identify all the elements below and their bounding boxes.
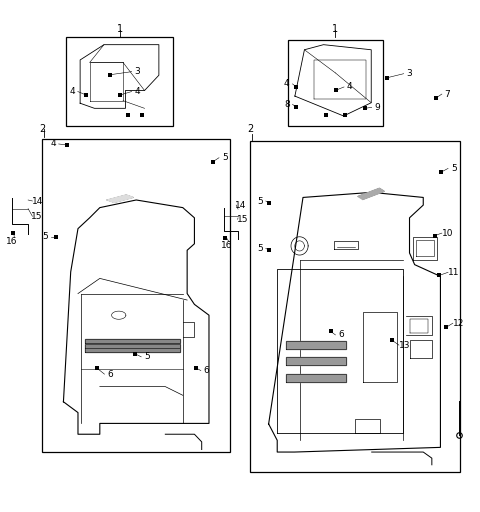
Polygon shape xyxy=(85,344,180,348)
Text: 2: 2 xyxy=(39,124,46,134)
Text: 5: 5 xyxy=(451,164,456,173)
Text: 5: 5 xyxy=(222,153,228,162)
Polygon shape xyxy=(85,348,180,352)
Text: 6: 6 xyxy=(108,370,113,379)
Text: 12: 12 xyxy=(453,318,464,328)
Text: 15: 15 xyxy=(237,215,248,224)
Bar xyxy=(288,39,383,126)
Text: 9: 9 xyxy=(374,103,380,112)
Text: 4: 4 xyxy=(50,139,56,148)
Bar xyxy=(66,37,173,126)
Text: 14: 14 xyxy=(32,197,43,205)
Text: 11: 11 xyxy=(448,268,459,277)
Text: 5: 5 xyxy=(257,197,263,205)
Text: 16: 16 xyxy=(6,237,18,246)
Polygon shape xyxy=(286,374,346,382)
Text: 5: 5 xyxy=(42,232,48,241)
Text: 5: 5 xyxy=(144,352,150,361)
Polygon shape xyxy=(358,188,384,200)
Text: 4: 4 xyxy=(69,87,75,96)
Bar xyxy=(42,139,230,452)
Text: 15: 15 xyxy=(31,212,43,221)
Text: 4: 4 xyxy=(284,79,289,89)
Text: 1: 1 xyxy=(332,25,338,34)
Text: 4: 4 xyxy=(134,87,140,96)
Text: 6: 6 xyxy=(338,330,344,339)
Polygon shape xyxy=(286,357,346,366)
Bar xyxy=(250,141,459,473)
Text: 8: 8 xyxy=(284,100,289,109)
Polygon shape xyxy=(286,341,346,349)
Text: 1: 1 xyxy=(117,25,123,34)
Polygon shape xyxy=(107,195,133,203)
Text: 5: 5 xyxy=(257,244,263,253)
Text: 3: 3 xyxy=(407,69,412,78)
Text: 16: 16 xyxy=(221,241,232,250)
Text: 2: 2 xyxy=(247,124,253,134)
Text: 13: 13 xyxy=(399,340,410,350)
Text: 6: 6 xyxy=(204,366,209,375)
Text: 3: 3 xyxy=(134,67,140,76)
Polygon shape xyxy=(85,339,180,344)
Text: 7: 7 xyxy=(444,90,450,99)
Text: 4: 4 xyxy=(347,82,353,92)
Text: 14: 14 xyxy=(235,201,247,209)
Text: 10: 10 xyxy=(442,228,453,238)
